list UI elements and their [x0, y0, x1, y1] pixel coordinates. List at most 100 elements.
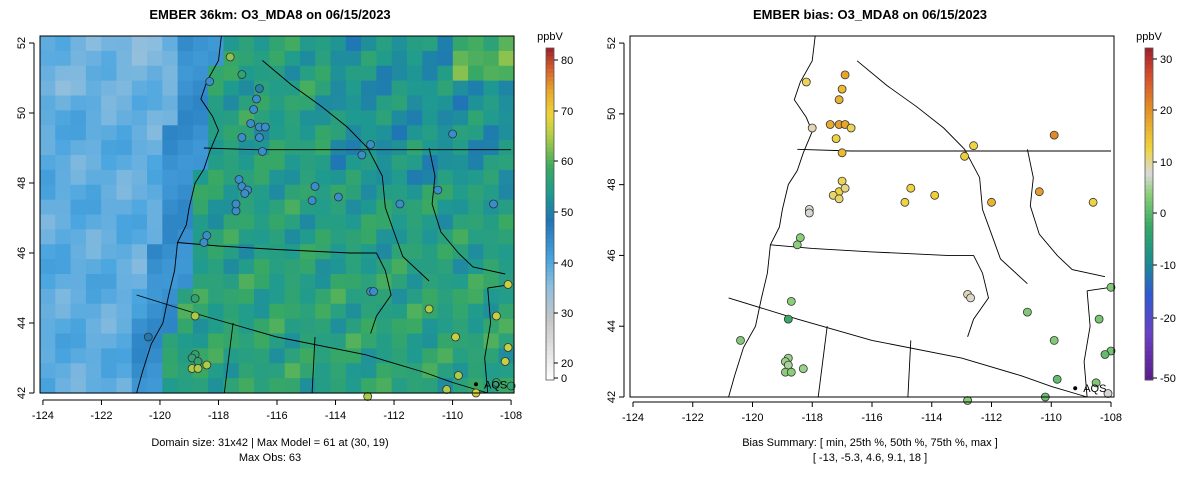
grid-cell	[345, 214, 362, 230]
colorbar-swatch	[546, 342, 554, 348]
x-tick-label: -112	[981, 412, 1002, 424]
grid-cell	[422, 80, 439, 97]
grid-cell	[284, 65, 301, 82]
colorbar-swatch	[546, 226, 554, 232]
grid-cell	[254, 244, 270, 260]
grid-cell	[131, 318, 148, 335]
colorbar-swatch	[1145, 72, 1153, 78]
grid-cell	[162, 140, 179, 156]
grid-cell	[437, 274, 454, 290]
grid-cell	[85, 65, 102, 82]
grid-cell	[422, 199, 439, 216]
grid-cell	[468, 303, 485, 320]
grid-cell	[101, 333, 118, 349]
site-point	[202, 360, 212, 370]
grid-cell	[284, 214, 301, 230]
site-point	[792, 240, 802, 250]
grid-cell	[85, 199, 102, 216]
grid-cell	[391, 36, 408, 52]
border-line	[136, 35, 222, 394]
grid-cell	[177, 184, 194, 201]
colorbar-swatch	[546, 106, 554, 111]
grid-cell	[101, 184, 118, 201]
grid-cell	[85, 274, 102, 290]
grid-cell	[85, 288, 102, 305]
grid-cell	[315, 110, 332, 126]
grid-cell	[330, 214, 347, 230]
grid-cell	[299, 50, 316, 67]
grid-cell	[162, 110, 179, 126]
grid-cell	[40, 318, 56, 335]
grid-cell	[85, 244, 102, 260]
grid-cell	[406, 288, 423, 305]
site-point	[1049, 130, 1059, 140]
grid-cell	[55, 214, 72, 230]
grid-cell	[422, 50, 439, 67]
site-point	[310, 182, 320, 191]
grid-cell	[85, 155, 102, 171]
grid-cell	[116, 229, 133, 245]
border-line	[311, 336, 316, 394]
grid-cell	[116, 169, 133, 186]
colorbar-swatch	[1145, 297, 1153, 302]
left-y-axis: 42 44 46 48 50 52	[16, 37, 35, 399]
colorbar-swatch	[546, 238, 554, 244]
grid-cell	[299, 125, 316, 141]
site-point	[786, 296, 796, 306]
site-point	[231, 199, 241, 209]
grid-cell	[376, 259, 393, 275]
grid-cell	[238, 288, 255, 305]
site-point	[237, 70, 247, 79]
grid-cell	[376, 288, 393, 305]
grid-cell	[177, 36, 194, 52]
colorbar-swatch	[546, 284, 554, 290]
grid-cell	[162, 378, 179, 394]
y-tick-label: 50	[16, 107, 28, 119]
grid-cell	[483, 65, 500, 82]
colorbar-swatch	[1145, 317, 1153, 323]
colorbar-swatch	[1145, 135, 1153, 140]
grid-cell	[468, 333, 485, 349]
grid-cell	[223, 259, 240, 275]
grid-cell	[238, 214, 255, 230]
grid-cell	[147, 199, 163, 216]
colorbar-swatch	[546, 64, 554, 70]
grid-cell	[208, 303, 225, 320]
grid-cell	[147, 80, 163, 97]
colorbar-swatch	[546, 267, 554, 273]
grid-cell	[330, 155, 347, 171]
grid-cell	[55, 50, 72, 67]
colorbar-swatch	[546, 135, 554, 140]
grid-cell	[55, 169, 72, 186]
grid-cell	[55, 244, 72, 260]
grid-cell	[483, 36, 500, 52]
grid-cell	[483, 80, 500, 97]
grid-cell	[192, 318, 209, 335]
grid-cell	[238, 378, 255, 394]
grid-cell	[223, 333, 240, 349]
grid-cell	[498, 65, 515, 82]
grid-cell	[177, 80, 194, 97]
site-point	[801, 77, 811, 87]
x-tick-label: -112	[383, 410, 404, 422]
grid-cell	[483, 348, 500, 364]
grid-cell	[269, 155, 286, 171]
grid-cell	[269, 318, 286, 335]
grid-cell	[70, 50, 87, 67]
colorbar-swatch	[1145, 276, 1153, 281]
site-point	[448, 129, 458, 139]
grid-cell	[116, 110, 133, 126]
colorbar-tick-label: 30	[561, 308, 573, 320]
grid-cell	[468, 318, 485, 335]
colorbar-swatch	[1145, 164, 1153, 169]
grid-cell	[70, 184, 87, 201]
grid-cell	[147, 348, 163, 364]
grid-cell	[85, 229, 102, 245]
site-point	[1049, 335, 1059, 345]
grid-cell	[468, 274, 485, 290]
grid-cell	[361, 214, 377, 230]
grid-cell	[315, 363, 332, 379]
grid-cell	[284, 288, 301, 305]
grid-cell	[254, 50, 270, 67]
site-point	[1088, 197, 1098, 207]
